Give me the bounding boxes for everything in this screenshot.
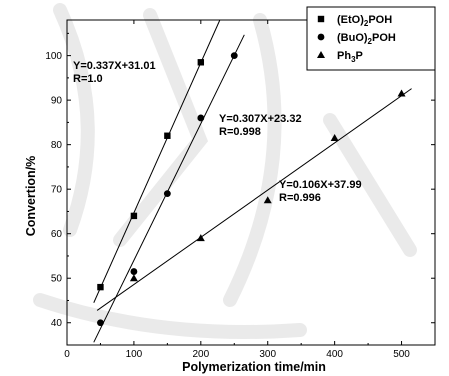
legend-label-main: (EtO)	[337, 14, 364, 26]
x-tick-label-300: 300	[259, 349, 276, 360]
point-series-2-2	[263, 196, 272, 204]
point-series-2-1	[196, 234, 205, 242]
r-value-series-0: R=1.0	[73, 73, 103, 85]
legend-label-end: POH	[372, 32, 396, 44]
legend-label-main: (BuO)	[337, 32, 368, 44]
y-tick-label-60: 60	[51, 229, 63, 240]
legend-label-subscript: 3	[351, 55, 356, 64]
r-value-series-1: R=0.998	[219, 126, 261, 138]
legend-marker-1	[317, 33, 325, 41]
watermark	[33, 3, 417, 339]
point-series-2-0	[129, 274, 138, 282]
x-tick-label-500: 500	[393, 349, 410, 360]
fit-line-series-1	[93, 34, 245, 343]
point-series-1-1	[130, 268, 138, 275]
legend-marker-0	[317, 15, 325, 23]
r-value-series-2: R=0.996	[279, 192, 321, 204]
point-series-0-1	[130, 212, 138, 220]
point-series-0-0	[97, 283, 104, 291]
y-tick-label-90: 90	[51, 96, 63, 107]
point-series-0-3	[197, 59, 205, 66]
legend-label-subscript: 2	[368, 37, 373, 46]
y-tick-label-40: 40	[51, 318, 63, 329]
point-series-0-2	[164, 132, 171, 139]
legend-label-end: POH	[368, 14, 392, 26]
legend-label-0: (EtO)2POH	[337, 14, 392, 28]
legend-label-main: Ph	[337, 50, 351, 62]
point-series-2-3	[330, 133, 339, 141]
x-tick-label-0: 0	[64, 349, 70, 360]
point-series-1-3	[197, 114, 205, 122]
fit-line-series-0	[93, 19, 221, 303]
legend-marker-2	[317, 51, 325, 58]
legend-label-subscript: 2	[364, 19, 369, 28]
y-tick-label-80: 80	[51, 140, 63, 151]
y-tick-label-50: 50	[51, 274, 63, 285]
legend-label-2: Ph3P	[337, 50, 363, 64]
point-series-1-0	[97, 319, 104, 327]
y-tick-label-70: 70	[51, 185, 63, 196]
fit-annotations: Y=0.337X+31.01R=1.0 Y=0.307X+23.32R=0.998…	[73, 60, 362, 204]
equation-series-1: Y=0.307X+23.32	[219, 113, 302, 125]
y-axis-title: Convertion/%	[24, 156, 38, 237]
legend-label-end: P	[356, 50, 363, 62]
point-series-1-4	[230, 52, 238, 60]
plot-area	[66, 19, 436, 346]
fit-lines	[93, 19, 412, 343]
legend-label-1: (BuO)2POH	[337, 32, 396, 46]
fit-line-series-2	[96, 88, 412, 311]
x-axis: 0 100 200 300 400 500	[64, 20, 410, 360]
point-series-1-2	[163, 190, 171, 198]
x-tick-label-100: 100	[126, 349, 143, 360]
equation-series-2: Y=0.106X+37.99	[279, 179, 362, 191]
x-tick-label-200: 200	[192, 349, 209, 360]
plot-frame	[66, 19, 436, 346]
legend-box	[306, 6, 436, 71]
x-axis-title: Polymerization time/min	[182, 360, 326, 374]
y-tick-label-100: 100	[45, 51, 62, 62]
equation-series-0: Y=0.337X+31.01	[73, 60, 156, 72]
x-tick-label-400: 400	[326, 349, 343, 360]
point-series-2-4	[397, 89, 406, 97]
y-axis: 40 50 60 70 80 90 100	[45, 32, 435, 329]
data-markers	[97, 52, 406, 327]
